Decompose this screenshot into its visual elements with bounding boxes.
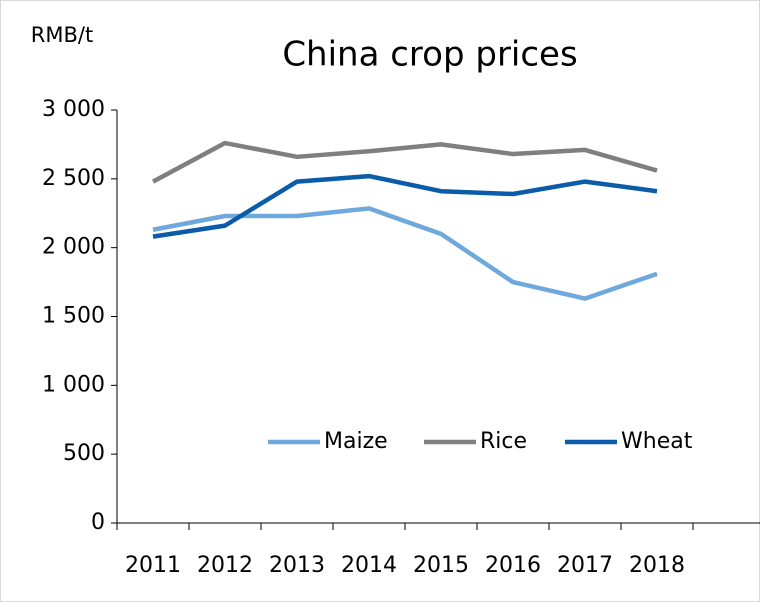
y-axis-label: RMB/t	[31, 23, 93, 47]
y-tick-label: 3 000	[42, 97, 105, 122]
y-tick-label: 2 000	[42, 235, 105, 260]
x-tick-label: 2018	[629, 553, 685, 578]
y-tick-label: 0	[91, 510, 105, 535]
x-tick-label: 2011	[125, 553, 181, 578]
legend-label: Maize	[324, 429, 388, 454]
legend-label: Rice	[480, 429, 527, 454]
series-line	[152, 173, 658, 239]
y-tick-label: 500	[63, 441, 105, 466]
y-tick-label: 1 000	[42, 372, 105, 397]
x-tick-label: 2012	[197, 553, 253, 578]
chart-title: China crop prices	[282, 35, 577, 75]
series-line	[151, 140, 658, 184]
x-tick-label: 2013	[269, 553, 325, 578]
y-tick-label: 2 500	[42, 166, 105, 191]
x-tick-label: 2015	[413, 553, 469, 578]
legend-label: Wheat	[621, 429, 693, 454]
x-tick-label: 2017	[557, 553, 613, 578]
x-tick-label: 2016	[485, 553, 541, 578]
y-tick-label: 1 500	[42, 304, 105, 329]
x-tick-label: 2014	[341, 553, 397, 578]
